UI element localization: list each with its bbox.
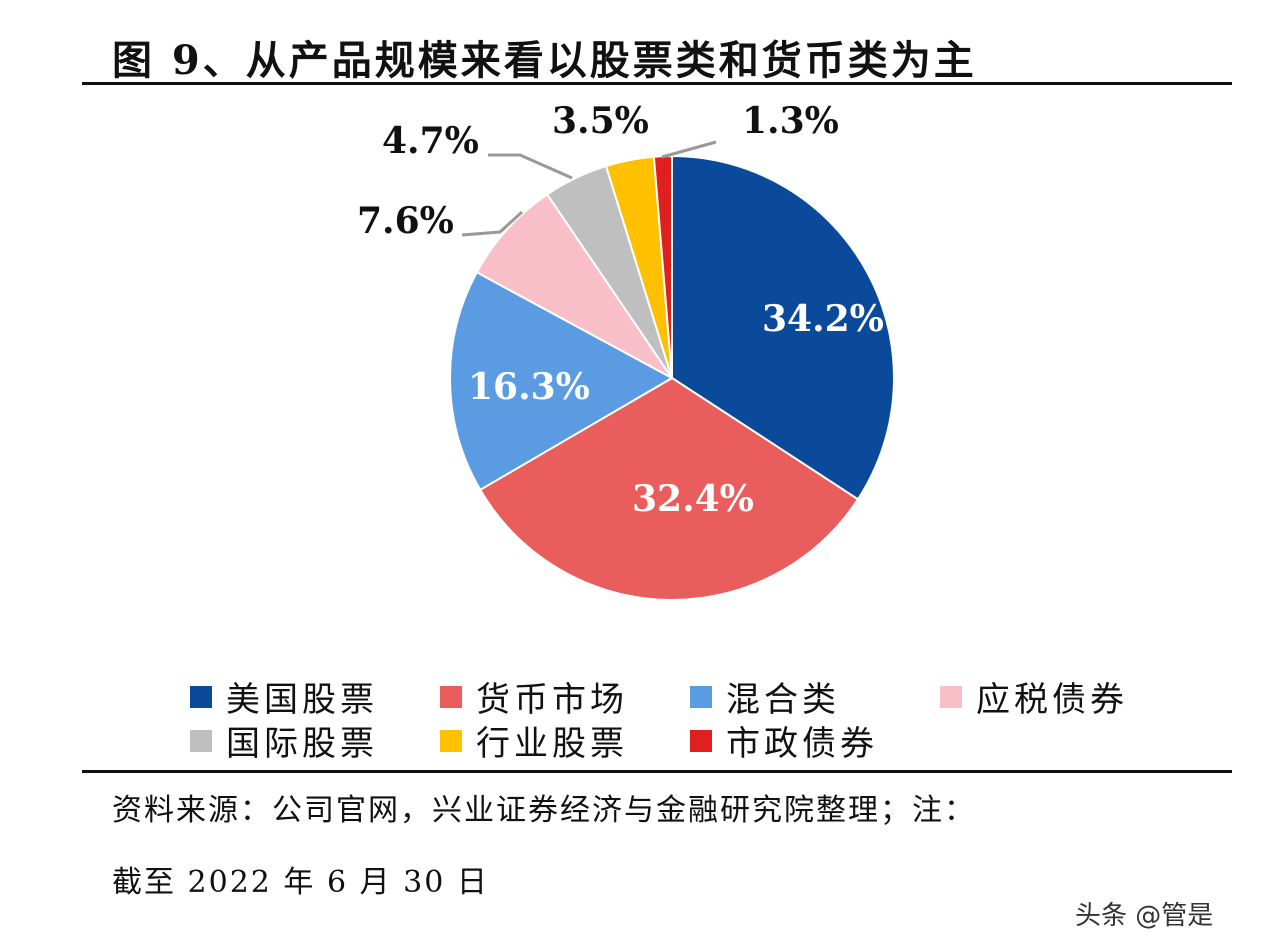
legend-item: 混合类: [690, 672, 840, 721]
data-label-3: 7.6%: [357, 200, 454, 242]
pie-slice-3: [475, 192, 673, 379]
legend-item: 货币市场: [440, 672, 628, 721]
legend-label: 国际股票: [226, 724, 378, 764]
pie-slice-1: [478, 376, 860, 601]
data-label-1: 32.4%: [632, 478, 754, 520]
legend-swatch: [690, 685, 712, 708]
legend-item: 行业股票: [440, 716, 628, 765]
leader-line-7.6: [461, 210, 524, 237]
legend-item: 市政债券: [690, 716, 878, 765]
watermark: 头条 @管是: [1075, 901, 1214, 931]
legend-swatch: [690, 729, 712, 752]
source-note: 资料来源：公司官网，兴业证券经济与金融研究院整理；注：: [112, 793, 976, 828]
legend-swatch: [190, 685, 212, 708]
legend-label: 美国股票: [226, 680, 378, 720]
data-label-4: 4.7%: [382, 120, 479, 162]
legend-label: 行业股票: [476, 724, 628, 764]
chart-title: 图 9、从产品规模来看以股票类和货币类为主: [112, 37, 977, 84]
data-label-5: 3.5%: [552, 100, 649, 142]
source-date-note: 截至 2022 年 6 月 30 日: [112, 865, 489, 900]
legend-swatch: [440, 685, 462, 708]
data-label-6: 1.3%: [742, 100, 839, 142]
legend-label: 市政债券: [726, 724, 878, 764]
legend-label: 混合类: [726, 680, 840, 720]
legend-item: 美国股票: [190, 672, 378, 721]
data-label-2: 16.3%: [468, 366, 590, 408]
legend-swatch: [190, 729, 212, 752]
top-rule: [82, 82, 1232, 85]
leader-line-1.3: [661, 140, 717, 159]
legend-label: 应税债券: [976, 680, 1128, 720]
pie-slice-2: [449, 270, 675, 492]
bottom-rule: [82, 770, 1232, 773]
legend-item: 国际股票: [190, 716, 378, 765]
leader-line-4.7: [488, 153, 573, 180]
legend-swatch: [940, 685, 962, 708]
legend-swatch: [440, 729, 462, 752]
data-label-0: 34.2%: [762, 298, 884, 340]
legend-item: 应税债券: [940, 672, 1128, 721]
legend-label: 货币市场: [476, 680, 628, 720]
